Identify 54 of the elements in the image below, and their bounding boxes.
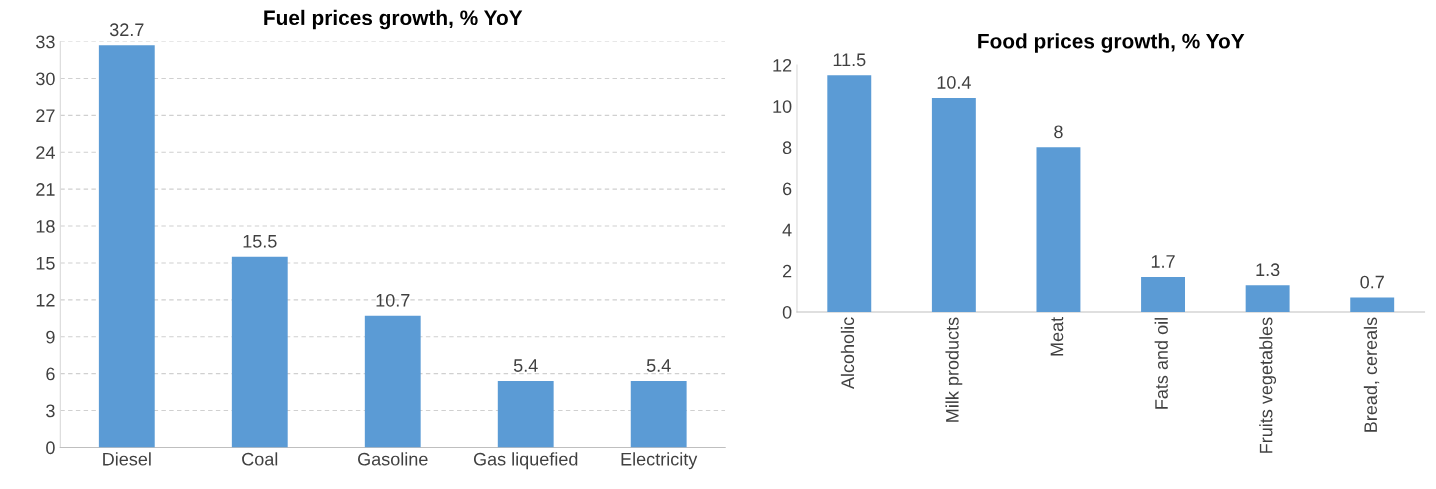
y-tick-label: 33 <box>36 35 55 49</box>
data-label: 32.7 <box>109 23 144 37</box>
x-tick-label: Coal <box>242 452 278 466</box>
y-tick-label: 2 <box>782 264 792 278</box>
x-tick-label: Fruits vegetables <box>1259 317 1277 453</box>
y-tick-label: 24 <box>36 146 55 159</box>
x-tick-label: Electricity <box>621 452 698 470</box>
x-tick-label: Fats and oil <box>1154 318 1168 409</box>
y-tick-label: 10 <box>773 100 792 113</box>
y-tick-label: 8 <box>782 141 792 155</box>
data-label: 0.7 <box>1360 275 1384 289</box>
y-tick-label: 0 <box>46 441 55 455</box>
y-tick-label: 27 <box>36 109 55 122</box>
bar <box>1350 297 1395 312</box>
data-label: 1.7 <box>1151 255 1175 268</box>
y-tick-label: 12 <box>773 58 792 72</box>
x-tick-label: Alcoholic <box>840 317 855 390</box>
y-tick-label: 9 <box>46 330 55 344</box>
y-tick-label: 6 <box>46 367 55 381</box>
bar <box>931 97 976 312</box>
bar <box>1141 277 1185 312</box>
data-label: 11.5 <box>833 53 866 67</box>
bar <box>630 381 687 448</box>
y-tick-label: 18 <box>36 219 55 233</box>
y-tick-label: 30 <box>36 72 55 86</box>
x-tick-label: Milk products <box>945 317 963 422</box>
bar <box>364 315 421 448</box>
y-tick-label: 0 <box>782 305 792 319</box>
bar <box>827 75 872 312</box>
data-label: 10.4 <box>937 76 971 89</box>
bar <box>231 256 288 448</box>
bar <box>1036 147 1081 312</box>
data-label: 15.5 <box>243 235 277 248</box>
x-tick-label: Diesel <box>103 452 151 466</box>
chart-title: Fuel prices growth, % YoY <box>264 9 523 30</box>
y-tick-label: 3 <box>46 404 55 418</box>
bar <box>98 45 155 448</box>
x-tick-label: Meat <box>1050 316 1064 356</box>
y-tick-label: 12 <box>36 293 55 307</box>
data-label: 5.4 <box>513 359 538 372</box>
data-label: 8 <box>1054 125 1063 139</box>
x-tick-label: Gasoline <box>358 452 428 466</box>
y-tick-label: 21 <box>36 183 55 196</box>
data-label: 5.4 <box>646 359 671 372</box>
data-label: 10.7 <box>376 293 410 307</box>
y-tick-label: 6 <box>783 182 792 196</box>
y-tick-label: 15 <box>36 257 55 270</box>
y-tick-label: 4 <box>782 223 792 237</box>
data-label: 1.3 <box>1256 263 1280 277</box>
bar <box>497 381 554 448</box>
chart-title: Food prices growth, % YoY <box>978 33 1245 53</box>
bar <box>1245 285 1290 312</box>
x-tick-label: Bread, cereals <box>1363 317 1380 432</box>
x-tick-label: Gas liquefied <box>473 452 578 470</box>
